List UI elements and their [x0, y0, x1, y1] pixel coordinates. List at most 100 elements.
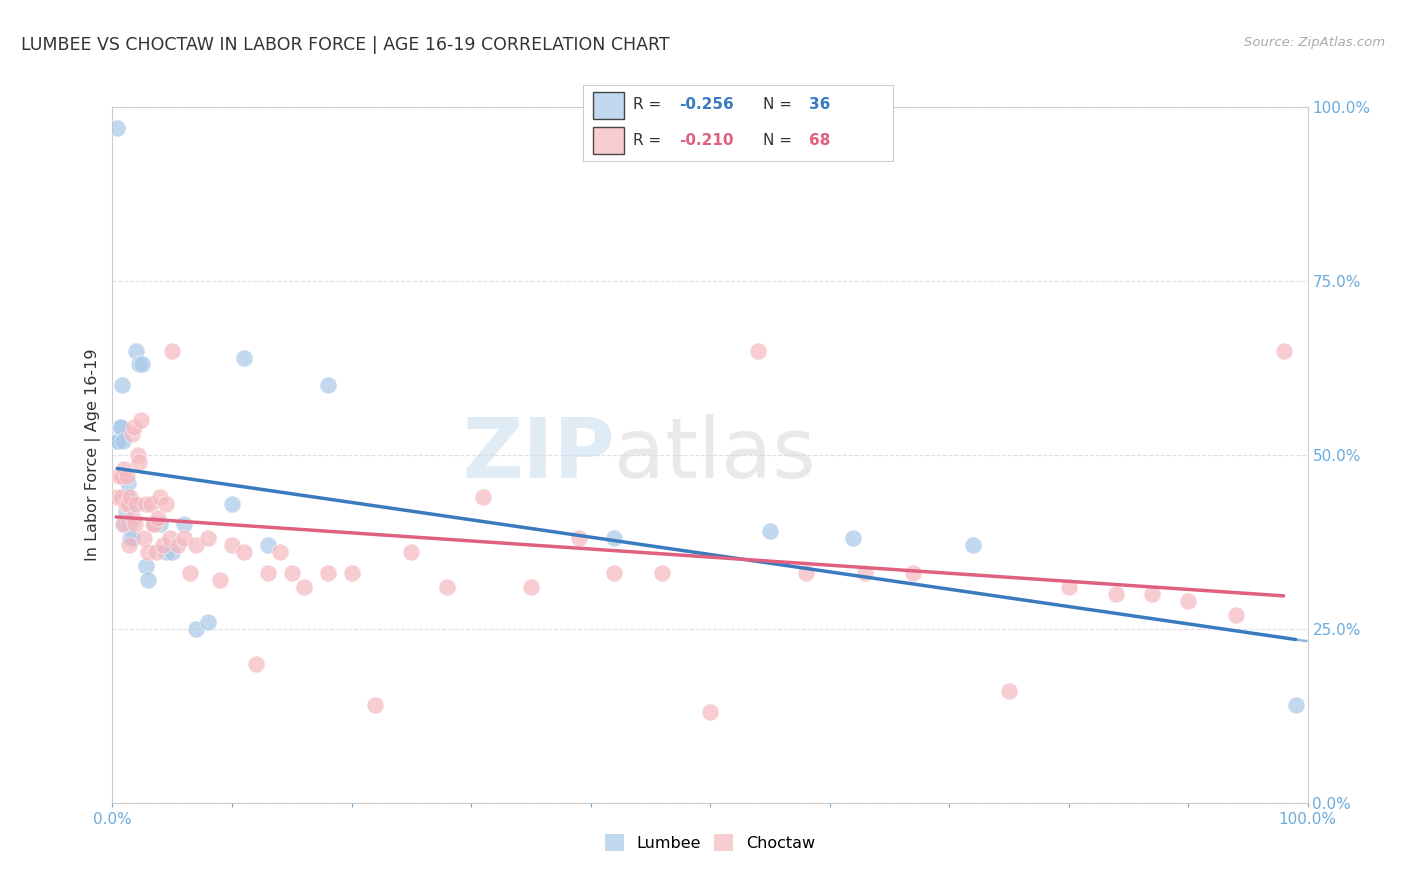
Point — [568, 532, 591, 546]
Point — [128, 455, 150, 469]
Point — [855, 566, 877, 581]
Point — [316, 378, 339, 392]
Point — [1142, 587, 1164, 601]
Text: N =: N = — [763, 97, 797, 112]
Point — [209, 573, 232, 587]
Point — [138, 573, 160, 587]
Point — [257, 538, 280, 552]
Point — [281, 566, 304, 581]
Point — [520, 580, 543, 594]
Point — [149, 490, 172, 504]
Point — [108, 468, 131, 483]
Point — [135, 497, 157, 511]
Point — [112, 434, 135, 448]
Point — [173, 517, 195, 532]
Point — [1225, 607, 1247, 622]
Point — [472, 490, 495, 504]
Text: 68: 68 — [810, 133, 831, 147]
Point — [292, 580, 315, 594]
Text: R =: R = — [633, 133, 666, 147]
Point — [152, 538, 174, 552]
Point — [221, 497, 243, 511]
Point — [603, 532, 626, 546]
Point — [115, 490, 138, 504]
Point — [125, 343, 148, 358]
Point — [401, 545, 423, 559]
Point — [121, 532, 143, 546]
Point — [1105, 587, 1128, 601]
Point — [115, 468, 138, 483]
Point — [128, 358, 150, 372]
Point — [120, 490, 142, 504]
Point — [125, 497, 148, 511]
Point — [651, 566, 673, 581]
Point — [138, 545, 160, 559]
Point — [603, 566, 626, 581]
Point — [118, 517, 141, 532]
Point — [117, 497, 139, 511]
Point — [269, 545, 291, 559]
Point — [699, 706, 721, 720]
Text: Source: ZipAtlas.com: Source: ZipAtlas.com — [1244, 36, 1385, 49]
Text: R =: R = — [633, 97, 666, 112]
Point — [145, 545, 167, 559]
Point — [121, 427, 143, 442]
Text: ZIP: ZIP — [463, 415, 614, 495]
Text: LUMBEE VS CHOCTAW IN LABOR FORCE | AGE 16-19 CORRELATION CHART: LUMBEE VS CHOCTAW IN LABOR FORCE | AGE 1… — [21, 36, 669, 54]
Point — [139, 497, 162, 511]
Point — [167, 538, 190, 552]
Point — [962, 538, 984, 552]
Point — [117, 475, 139, 490]
Point — [1272, 343, 1295, 358]
Point — [135, 559, 157, 574]
Point — [159, 532, 181, 546]
FancyBboxPatch shape — [593, 128, 624, 154]
Point — [903, 566, 925, 581]
Point — [245, 657, 267, 671]
Point — [197, 532, 219, 546]
Legend: Lumbee, Choctaw: Lumbee, Choctaw — [599, 828, 821, 857]
Point — [114, 462, 135, 476]
Point — [132, 532, 155, 546]
Point — [186, 538, 208, 552]
Point — [233, 351, 256, 365]
Point — [114, 503, 136, 517]
Point — [257, 566, 280, 581]
Point — [842, 532, 865, 546]
Point — [107, 468, 129, 483]
Point — [121, 510, 143, 524]
Point — [1285, 698, 1308, 713]
Point — [155, 545, 177, 559]
Point — [122, 497, 145, 511]
Point — [340, 566, 363, 581]
Point — [179, 566, 201, 581]
Point — [107, 434, 129, 448]
Text: N =: N = — [763, 133, 797, 147]
Point — [127, 448, 149, 462]
Point — [111, 378, 134, 392]
Point — [364, 698, 387, 713]
Point — [146, 510, 169, 524]
Point — [105, 120, 128, 135]
Text: atlas: atlas — [614, 415, 815, 495]
Point — [105, 434, 128, 448]
Point — [1057, 580, 1080, 594]
Point — [129, 413, 152, 427]
Point — [118, 538, 141, 552]
Point — [149, 517, 172, 532]
Point — [759, 524, 782, 539]
Point — [794, 566, 817, 581]
Point — [124, 517, 146, 532]
Point — [747, 343, 769, 358]
Point — [162, 545, 183, 559]
Point — [111, 468, 134, 483]
Point — [122, 420, 145, 434]
Point — [998, 684, 1021, 698]
Point — [221, 538, 243, 552]
Point — [110, 490, 132, 504]
Point — [142, 517, 165, 532]
Point — [110, 420, 132, 434]
Point — [143, 517, 166, 532]
Point — [233, 545, 256, 559]
Y-axis label: In Labor Force | Age 16-19: In Labor Force | Age 16-19 — [86, 349, 101, 561]
